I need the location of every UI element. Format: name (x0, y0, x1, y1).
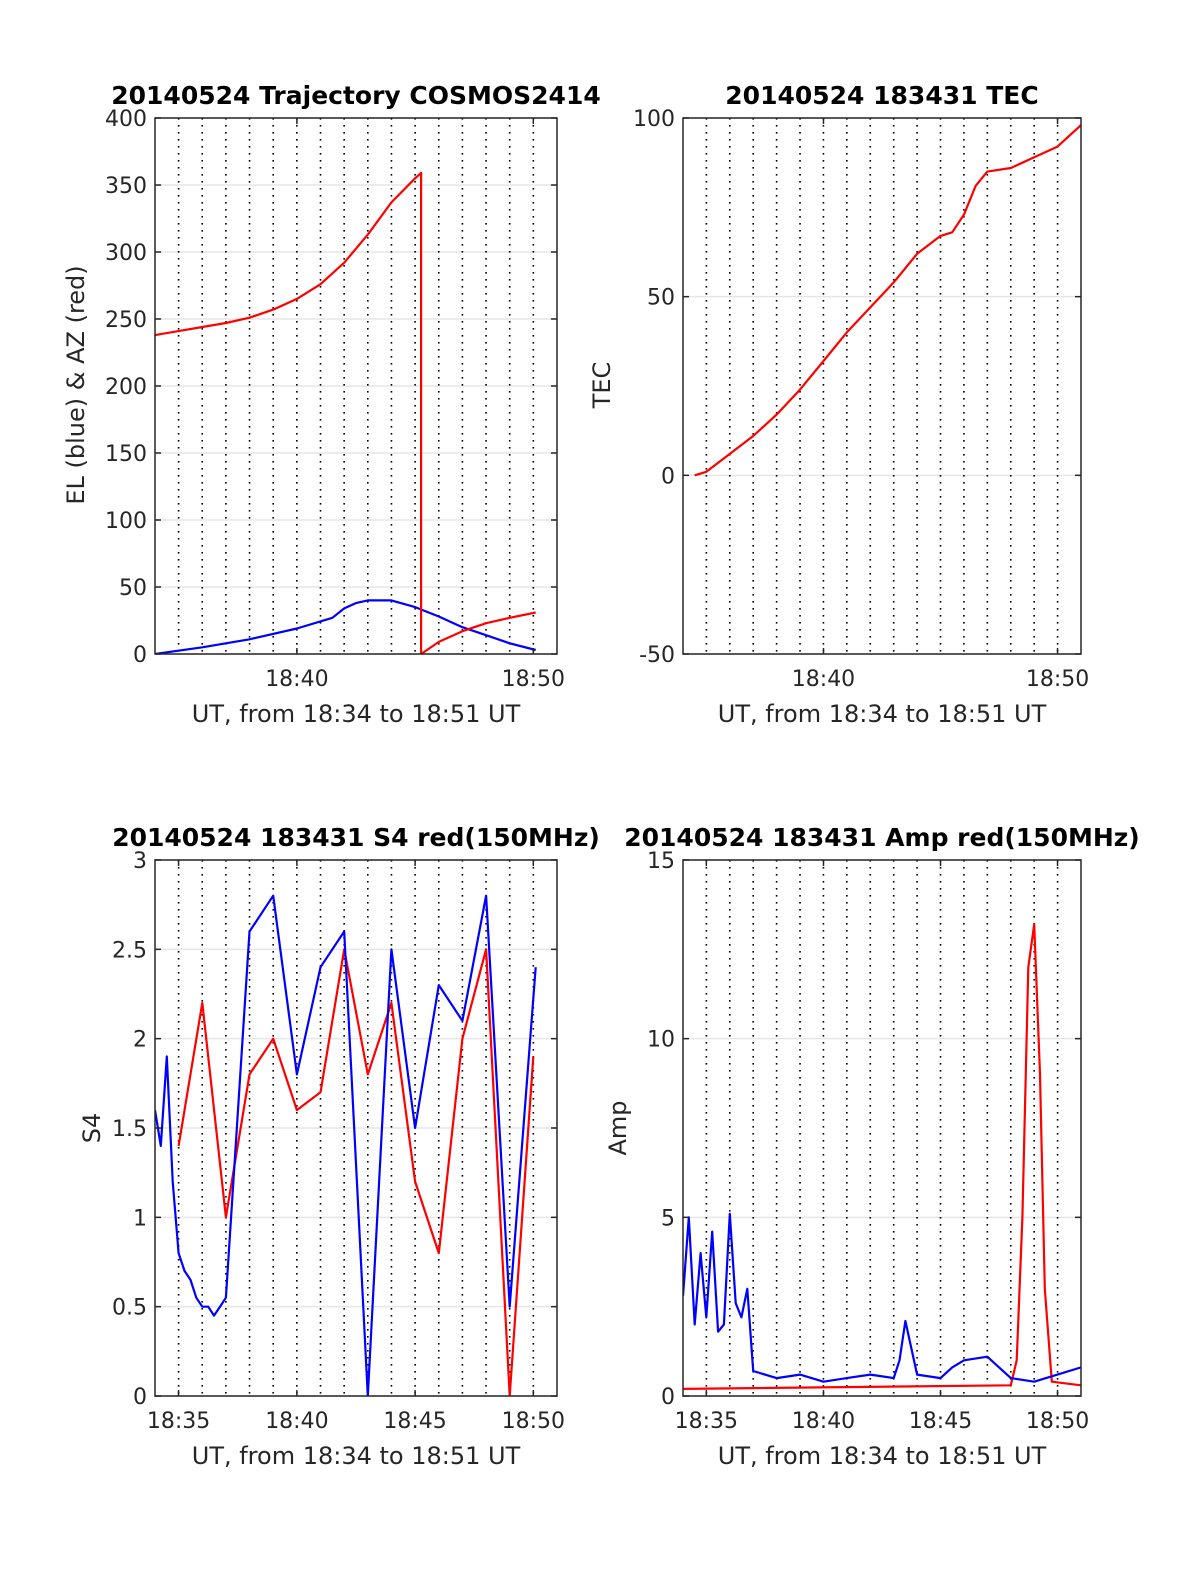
tec-panel: 20140524 183431 TEC UT, from 18:34 to 18… (588, 81, 1089, 728)
amp-panel: 20140524 183431 Amp red(150MHz) UT, from… (604, 823, 1140, 1470)
tec-y-label: TEC (588, 362, 616, 410)
trajectory-ytick-label: 0 (133, 643, 147, 668)
tec-xtick-label: 18:50 (1026, 667, 1089, 692)
s4-xtick-label: 18:40 (265, 1409, 328, 1434)
tec-x-label: UT, from 18:34 to 18:51 UT (718, 700, 1047, 728)
tec-ytick-label: 0 (661, 464, 675, 489)
s4-ytick-label: 2 (133, 1028, 147, 1053)
trajectory-panel: 20140524 Trajectory COSMOS2414 UT, from … (62, 81, 601, 728)
tec-ytick-label: -50 (639, 643, 675, 668)
s4-xtick-label: 18:35 (147, 1409, 210, 1434)
amp-ytick-label: 15 (647, 849, 675, 874)
s4-ytick-label: 1 (133, 1206, 147, 1231)
amp-title: 20140524 183431 Amp red(150MHz) (624, 823, 1140, 852)
tec-ytick-label: 100 (633, 107, 675, 132)
tec-series-0 (694, 124, 1081, 477)
amp-y-label: Amp (604, 1100, 632, 1155)
trajectory-series-0 (155, 599, 536, 654)
trajectory-ytick-label: 250 (105, 308, 147, 333)
s4-ytick-label: 3 (133, 849, 147, 874)
amp-series-1 (683, 1212, 1081, 1383)
trajectory-ytick-label: 300 (105, 241, 147, 266)
amp-axes-box (682, 859, 1082, 1397)
tec-title: 20140524 183431 TEC (725, 81, 1038, 110)
tec-ytick-label: 50 (647, 286, 675, 311)
trajectory-ytick-label: 200 (105, 375, 147, 400)
tec-xtick-label: 18:40 (792, 667, 855, 692)
amp-ytick-label: 0 (661, 1385, 675, 1410)
trajectory-title: 20140524 Trajectory COSMOS2414 (111, 81, 601, 110)
s4-xtick-label: 18:50 (502, 1409, 565, 1434)
trajectory-ytick-label: 100 (105, 509, 147, 534)
s4-xtick-label: 18:45 (383, 1409, 446, 1434)
trajectory-x-label: UT, from 18:34 to 18:51 UT (192, 700, 521, 728)
amp-xtick-label: 18:50 (1026, 1409, 1089, 1434)
s4-series-1 (155, 894, 537, 1396)
s4-y-label: S4 (78, 1113, 106, 1144)
trajectory-y-label: EL (blue) & AZ (red) (62, 265, 90, 504)
trajectory-xtick-label: 18:50 (502, 667, 565, 692)
s4-panel: 20140524 183431 S4 red(150MHz) UT, from … (78, 823, 600, 1470)
amp-series-0 (683, 923, 1081, 1390)
s4-series-0 (177, 948, 535, 1396)
s4-ytick-label: 1.5 (112, 1117, 147, 1142)
amp-xtick-label: 18:45 (909, 1409, 972, 1434)
trajectory-series-1 (155, 171, 536, 654)
trajectory-xtick-label: 18:40 (265, 667, 328, 692)
s4-title: 20140524 183431 S4 red(150MHz) (112, 823, 600, 852)
amp-xtick-label: 18:35 (675, 1409, 738, 1434)
trajectory-ytick-label: 50 (119, 576, 147, 601)
amp-ytick-label: 5 (661, 1206, 675, 1231)
trajectory-ytick-label: 400 (105, 107, 147, 132)
amp-xtick-label: 18:40 (792, 1409, 855, 1434)
tec-axes-box (682, 117, 1082, 655)
s4-ytick-label: 0 (133, 1385, 147, 1410)
s4-ytick-label: 0.5 (112, 1296, 147, 1321)
trajectory-ytick-label: 350 (105, 174, 147, 199)
s4-ytick-label: 2.5 (112, 938, 147, 963)
s4-x-label: UT, from 18:34 to 18:51 UT (192, 1442, 521, 1470)
trajectory-ytick-label: 150 (105, 442, 147, 467)
amp-ytick-label: 10 (647, 1028, 675, 1053)
amp-x-label: UT, from 18:34 to 18:51 UT (718, 1442, 1047, 1470)
